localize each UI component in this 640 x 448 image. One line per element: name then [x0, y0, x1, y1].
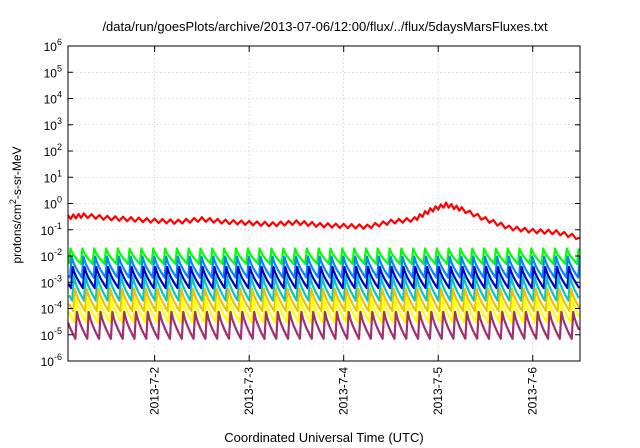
x-tick-label: 2013-7-3 [242, 367, 256, 415]
y-axis-label-sup: 2 [8, 199, 18, 204]
y-tick-base: 10 [44, 66, 58, 80]
y-tick-exp: -1 [54, 221, 62, 231]
y-axis-label-post: -s-sr-MeV [10, 146, 24, 199]
series-line-7 [67, 297, 581, 324]
y-tick-label: 10-6 [41, 352, 62, 369]
series-line-6 [67, 287, 581, 313]
y-tick-exp: 5 [57, 63, 62, 73]
series-line-4 [67, 265, 581, 290]
series-line-2 [68, 247, 580, 265]
y-tick-base: 10 [41, 355, 55, 369]
y-tick-exp: 4 [57, 90, 62, 100]
x-tick-label: 2013-7-2 [148, 367, 162, 415]
y-tick-exp: 2 [57, 142, 62, 152]
y-tick-label: 104 [44, 90, 62, 107]
y-tick-label: 102 [44, 142, 62, 159]
y-tick-base: 10 [41, 276, 55, 290]
y-tick-label: 106 [44, 37, 62, 54]
y-tick-exp: 6 [57, 37, 62, 47]
y-tick-base: 10 [44, 198, 58, 212]
y-tick-label: 101 [44, 168, 62, 185]
series-line-3 [67, 255, 581, 279]
y-tick-base: 10 [44, 119, 58, 133]
y-tick-exp: -2 [54, 247, 62, 257]
y-tick-exp: -3 [54, 273, 62, 283]
y-tick-label: 100 [44, 195, 62, 212]
series-line-8 [67, 310, 581, 340]
y-tick-label: 105 [44, 63, 62, 80]
y-tick-label: 103 [44, 116, 62, 133]
y-tick-label: 10-5 [41, 326, 62, 343]
y-tick-label: 10-1 [41, 221, 62, 238]
y-tick-exp: 3 [57, 116, 62, 126]
x-tick-label: 2013-7-5 [431, 367, 445, 415]
y-tick-base: 10 [44, 93, 58, 107]
series-layer [67, 201, 581, 340]
y-axis-label: protons/cm2-s-sr-MeV [8, 146, 24, 263]
y-tick-exp: -6 [54, 352, 62, 362]
y-tick-exp: -5 [54, 326, 62, 336]
chart-title: /data/run/goesPlots/archive/2013-07-06/1… [102, 19, 548, 34]
y-tick-base: 10 [41, 303, 55, 317]
x-tick-label: 2013-7-4 [337, 367, 351, 415]
x-axis-label: Coordinated Universal Time (UTC) [224, 430, 423, 445]
y-tick-label: 10-4 [41, 300, 62, 317]
y-tick-base: 10 [41, 224, 55, 238]
y-tick-label: 10-3 [41, 273, 62, 290]
series-line-5 [68, 275, 580, 302]
y-tick-base: 10 [44, 171, 58, 185]
y-tick-exp: 0 [57, 195, 62, 205]
y-tick-base: 10 [44, 40, 58, 54]
y-tick-base: 10 [41, 329, 55, 343]
x-tick-label: 2013-7-6 [526, 367, 540, 415]
y-tick-exp: -4 [54, 300, 62, 310]
y-tick-base: 10 [44, 145, 58, 159]
y-axis-label-pre: protons/cm [10, 204, 24, 263]
y-tick-base: 10 [41, 250, 55, 264]
y-tick-exp: 1 [57, 168, 62, 178]
ticks: 10-610-510-410-310-210-11001011021031041… [41, 37, 580, 415]
series-line-1 [67, 201, 581, 240]
y-tick-label: 10-2 [41, 247, 62, 264]
